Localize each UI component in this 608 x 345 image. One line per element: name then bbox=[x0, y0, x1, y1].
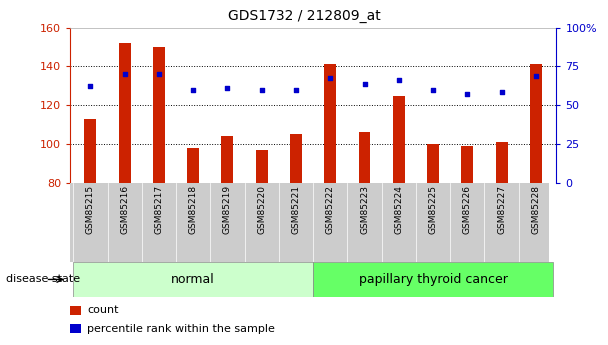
Bar bbox=[153, 47, 165, 183]
Point bbox=[223, 85, 232, 90]
Bar bbox=[427, 144, 439, 183]
Point bbox=[463, 91, 472, 96]
Bar bbox=[256, 150, 268, 183]
Bar bbox=[313, 262, 553, 297]
Text: GSM85226: GSM85226 bbox=[463, 185, 472, 234]
Text: percentile rank within the sample: percentile rank within the sample bbox=[87, 324, 275, 334]
Text: GSM85222: GSM85222 bbox=[326, 185, 335, 234]
Point bbox=[428, 87, 438, 92]
Text: GSM85225: GSM85225 bbox=[429, 185, 438, 234]
Bar bbox=[530, 65, 542, 183]
Text: GSM85220: GSM85220 bbox=[257, 185, 266, 234]
Bar bbox=[74, 262, 313, 297]
Bar bbox=[393, 96, 405, 183]
Bar bbox=[70, 306, 81, 315]
Point bbox=[394, 77, 404, 83]
Text: GSM85227: GSM85227 bbox=[497, 185, 506, 234]
Text: GSM85228: GSM85228 bbox=[531, 185, 541, 234]
Point bbox=[360, 81, 370, 87]
Text: papillary thyroid cancer: papillary thyroid cancer bbox=[359, 273, 508, 286]
Point bbox=[291, 87, 301, 92]
Point bbox=[86, 83, 95, 89]
Text: GSM85224: GSM85224 bbox=[394, 185, 403, 234]
Text: GSM85215: GSM85215 bbox=[86, 185, 95, 234]
Text: GSM85217: GSM85217 bbox=[154, 185, 164, 234]
Bar bbox=[187, 148, 199, 183]
Bar bbox=[324, 65, 336, 183]
Point bbox=[120, 71, 130, 77]
Bar bbox=[221, 136, 233, 183]
Point bbox=[257, 87, 266, 92]
Bar bbox=[359, 132, 370, 183]
Point bbox=[531, 73, 541, 79]
Bar bbox=[496, 142, 508, 183]
Text: count: count bbox=[87, 305, 119, 315]
Bar bbox=[461, 146, 473, 183]
Point bbox=[497, 89, 506, 95]
Text: GSM85221: GSM85221 bbox=[291, 185, 300, 234]
Text: GSM85218: GSM85218 bbox=[188, 185, 198, 234]
Bar bbox=[119, 43, 131, 183]
Point bbox=[325, 75, 335, 81]
Text: GSM85216: GSM85216 bbox=[120, 185, 130, 234]
Text: GDS1732 / 212809_at: GDS1732 / 212809_at bbox=[227, 9, 381, 23]
Point bbox=[188, 87, 198, 92]
Text: GSM85223: GSM85223 bbox=[360, 185, 369, 234]
Bar bbox=[290, 134, 302, 183]
Text: GSM85219: GSM85219 bbox=[223, 185, 232, 234]
Point bbox=[154, 71, 164, 77]
Bar bbox=[70, 324, 81, 333]
Text: disease state: disease state bbox=[6, 275, 80, 284]
Bar bbox=[85, 119, 97, 183]
Text: normal: normal bbox=[171, 273, 215, 286]
